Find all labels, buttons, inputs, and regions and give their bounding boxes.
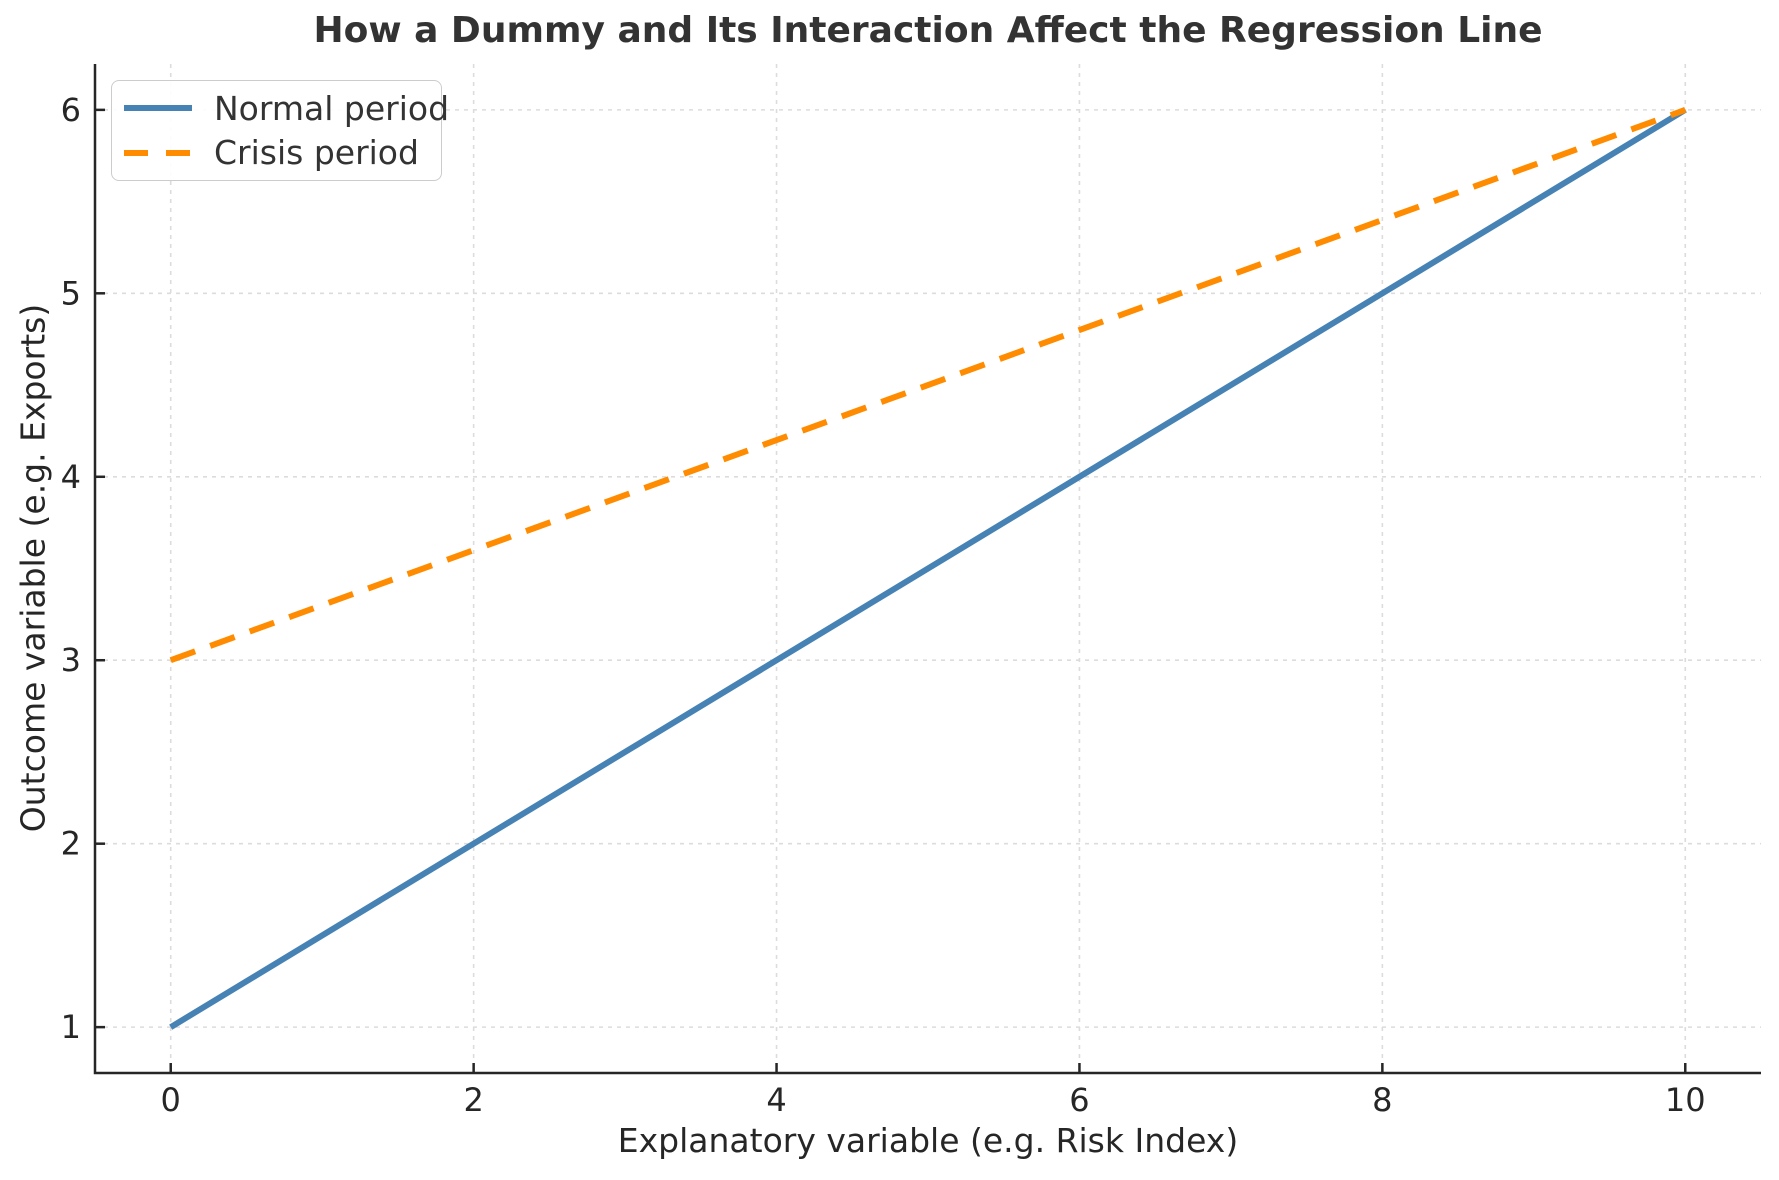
x-tick-label: 4	[766, 1081, 786, 1119]
x-tick-label: 6	[1069, 1081, 1089, 1119]
x-tick-label: 0	[161, 1081, 181, 1119]
x-axis-label: Explanatory variable (e.g. Risk Index)	[617, 1121, 1239, 1160]
legend-line-sample-solid	[124, 105, 192, 112]
x-tick-label: 8	[1372, 1081, 1392, 1119]
y-axis-label: Outcome variable (e.g. Exports)	[13, 303, 53, 833]
y-tick-label: 3	[61, 641, 81, 679]
legend-line-sample-dashed	[124, 149, 192, 156]
legend-label: Normal period	[214, 88, 450, 128]
y-tick-label: 5	[61, 274, 81, 312]
series-line-0	[169, 107, 1687, 1030]
legend-label: Crisis period	[214, 133, 419, 173]
y-tick-label: 1	[61, 1008, 81, 1046]
legend-item-normal-period: Normal period	[124, 89, 449, 128]
y-tick-label: 6	[61, 91, 81, 129]
chart-title: How a Dummy and Its Interaction Affect t…	[313, 10, 1543, 51]
gridlines	[95, 64, 1761, 1073]
axis-spines	[93, 64, 1761, 1075]
series-line-1	[169, 107, 1687, 664]
legend: Normal period Crisis period	[111, 80, 449, 181]
x-tick-label: 10	[1665, 1081, 1706, 1119]
tick-marks	[95, 108, 1687, 1073]
x-tick-label: 2	[463, 1081, 483, 1119]
y-tick-label: 2	[61, 825, 81, 863]
legend-item-crisis-period: Crisis period	[124, 133, 429, 172]
y-tick-label: 4	[61, 458, 81, 496]
